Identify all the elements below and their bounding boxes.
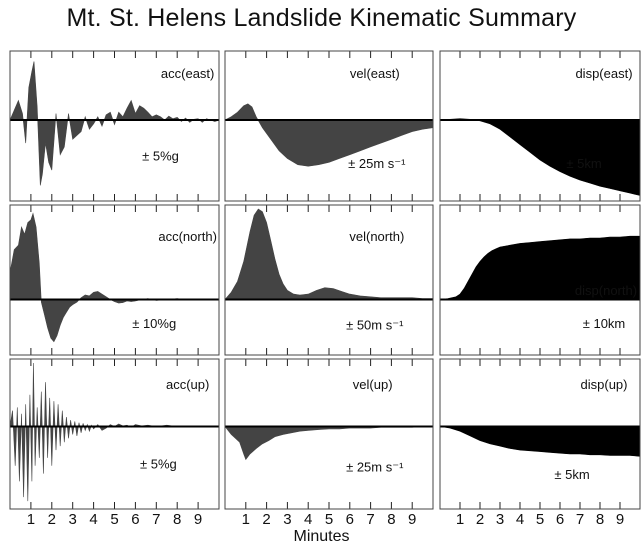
series-area-disp-east — [440, 118, 640, 196]
panel-acc-east: acc(east) ± 5%g — [9, 50, 220, 202]
panel-scale-disp-east: ± 5km — [566, 156, 601, 171]
x-tick-label: 2 — [262, 511, 270, 528]
panel-frame-acc-up — [9, 358, 220, 510]
panel-acc-up: acc(up) ± 5%g — [9, 358, 220, 510]
x-tick-label: 4 — [304, 511, 312, 528]
x-tick-label: 9 — [194, 511, 202, 528]
series-area-vel-east — [225, 103, 433, 167]
x-tick-label: 1 — [27, 511, 35, 528]
x-tick-label: 4 — [89, 511, 97, 528]
panel-frame-vel-east — [224, 50, 434, 202]
series-area-acc-east — [10, 61, 219, 186]
panel-disp-east: disp(east) ± 5km — [439, 50, 641, 202]
panel-vel-north: vel(north) ± 50m s⁻¹ — [224, 204, 434, 356]
panel-scale-vel-east: ± 25m s⁻¹ — [348, 156, 406, 171]
panel-label-acc-east: acc(east) — [161, 66, 214, 81]
panel-scale-vel-north: ± 50m s⁻¹ — [346, 318, 404, 333]
panel-label-disp-up: disp(up) — [581, 377, 628, 392]
panel-frame-acc-east — [9, 50, 220, 202]
x-tick-label: 5 — [536, 511, 544, 528]
series-area-vel-up — [225, 426, 433, 461]
x-axis-label: Minutes — [293, 528, 350, 545]
panel-label-acc-up: acc(up) — [166, 377, 209, 392]
x-tick-label: 1 — [456, 511, 464, 528]
panel-scale-vel-up: ± 25m s⁻¹ — [346, 460, 404, 475]
x-tick-label: 3 — [496, 511, 504, 528]
series-area-acc-up — [10, 362, 219, 502]
panel-scale-disp-up: ± 5km — [554, 467, 589, 482]
series-area-disp-north — [440, 235, 640, 300]
x-tick-label: 7 — [366, 511, 374, 528]
panel-label-vel-east: vel(east) — [350, 66, 400, 81]
x-tick-label: 2 — [476, 511, 484, 528]
panel-scale-disp-north: ± 10km — [583, 316, 626, 331]
panel-label-vel-up: vel(up) — [353, 377, 393, 392]
x-tick-label: 2 — [48, 511, 56, 528]
x-tick-label: 3 — [283, 511, 291, 528]
panel-scale-acc-up: ± 5%g — [140, 457, 177, 472]
panel-vel-up: vel(up) ± 25m s⁻¹ — [224, 358, 434, 510]
panel-frame-acc-north — [9, 204, 220, 356]
x-tick-label: 8 — [387, 511, 395, 528]
x-tick-label: 5 — [110, 511, 118, 528]
x-tick-label: 7 — [576, 511, 584, 528]
x-tick-label: 6 — [346, 511, 354, 528]
panel-frame-disp-north — [439, 204, 641, 356]
x-tick-label: 3 — [69, 511, 77, 528]
chart-title: Mt. St. Helens Landslide Kinematic Summa… — [66, 4, 577, 32]
panel-acc-north: acc(north) ± 10%g — [9, 204, 220, 356]
panel-frame-vel-north — [224, 204, 434, 356]
series-area-vel-north — [225, 208, 433, 300]
panel-scale-acc-north: ± 10%g — [132, 316, 176, 331]
x-tick-label: 1 — [242, 511, 250, 528]
panel-disp-up: disp(up) ± 5km — [439, 358, 641, 510]
x-tick-label: 7 — [152, 511, 160, 528]
panel-label-acc-north: acc(north) — [158, 229, 217, 244]
panel-scale-acc-east: ± 5%g — [142, 149, 179, 164]
x-tick-label: 8 — [596, 511, 604, 528]
x-tick-label: 9 — [408, 511, 416, 528]
x-tick-label: 6 — [131, 511, 139, 528]
series-area-disp-up — [440, 426, 640, 457]
panel-disp-north: disp(north) ± 10km — [439, 204, 641, 356]
panel-frame-disp-up — [439, 358, 641, 510]
panel-vel-east: vel(east) ± 25m s⁻¹ — [224, 50, 434, 202]
x-tick-label: 5 — [325, 511, 333, 528]
panel-frame-disp-east — [439, 50, 641, 202]
x-tick-label: 4 — [516, 511, 524, 528]
panel-label-vel-north: vel(north) — [349, 229, 404, 244]
panel-label-disp-north: disp(north) — [575, 283, 637, 298]
panel-frame-vel-up — [224, 358, 434, 510]
x-tick-label: 6 — [556, 511, 564, 528]
x-tick-label: 9 — [616, 511, 624, 528]
x-tick-label: 8 — [173, 511, 181, 528]
panel-label-disp-east: disp(east) — [575, 66, 632, 81]
